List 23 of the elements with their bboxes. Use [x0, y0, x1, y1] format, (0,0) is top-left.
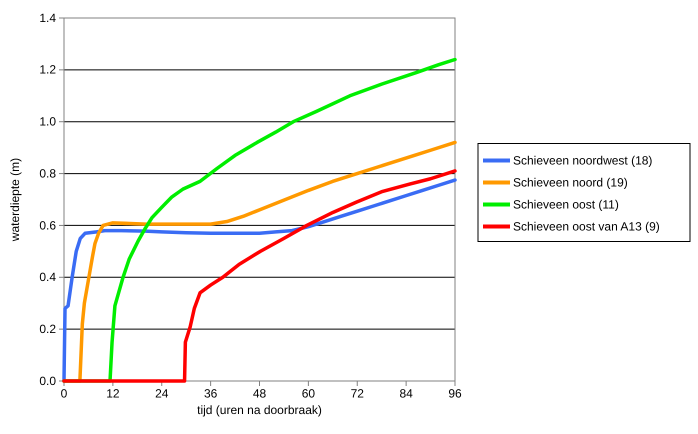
x-tick-label: 96 — [448, 386, 462, 401]
x-tick-label: 12 — [106, 386, 120, 401]
y-tick-label: 1.2 — [39, 62, 56, 77]
y-tick-label: 0.2 — [39, 322, 56, 336]
legend-label: Schieveen oost van A13 (9) — [513, 220, 660, 234]
y-tick-label: 0.4 — [39, 270, 56, 284]
legend-label: Schieveen oost (11) — [513, 198, 619, 212]
x-tick-label: 36 — [204, 386, 218, 401]
y-axis-title: waterdiepte (m) — [8, 158, 22, 242]
y-tick-label: 0.8 — [39, 166, 56, 180]
x-tick-label: 0 — [60, 386, 68, 401]
x-tick-label: 60 — [302, 386, 316, 401]
x-tick-label: 84 — [399, 386, 414, 401]
legend-label: Schieveen noord (19) — [513, 176, 628, 190]
y-tick-label: 1.0 — [39, 114, 56, 129]
y-tick-label: 0.6 — [39, 218, 56, 232]
y-tick-label: 1.4 — [39, 10, 56, 25]
x-tick-label: 24 — [155, 386, 169, 401]
x-axis-title: tijd (uren na doorbraak) — [197, 403, 322, 417]
x-tick-label: 72 — [350, 386, 364, 401]
y-tick-label: 0.0 — [39, 374, 56, 388]
x-tick-label: 48 — [252, 386, 266, 401]
legend-label: Schieveen noordwest (18) — [513, 154, 652, 168]
